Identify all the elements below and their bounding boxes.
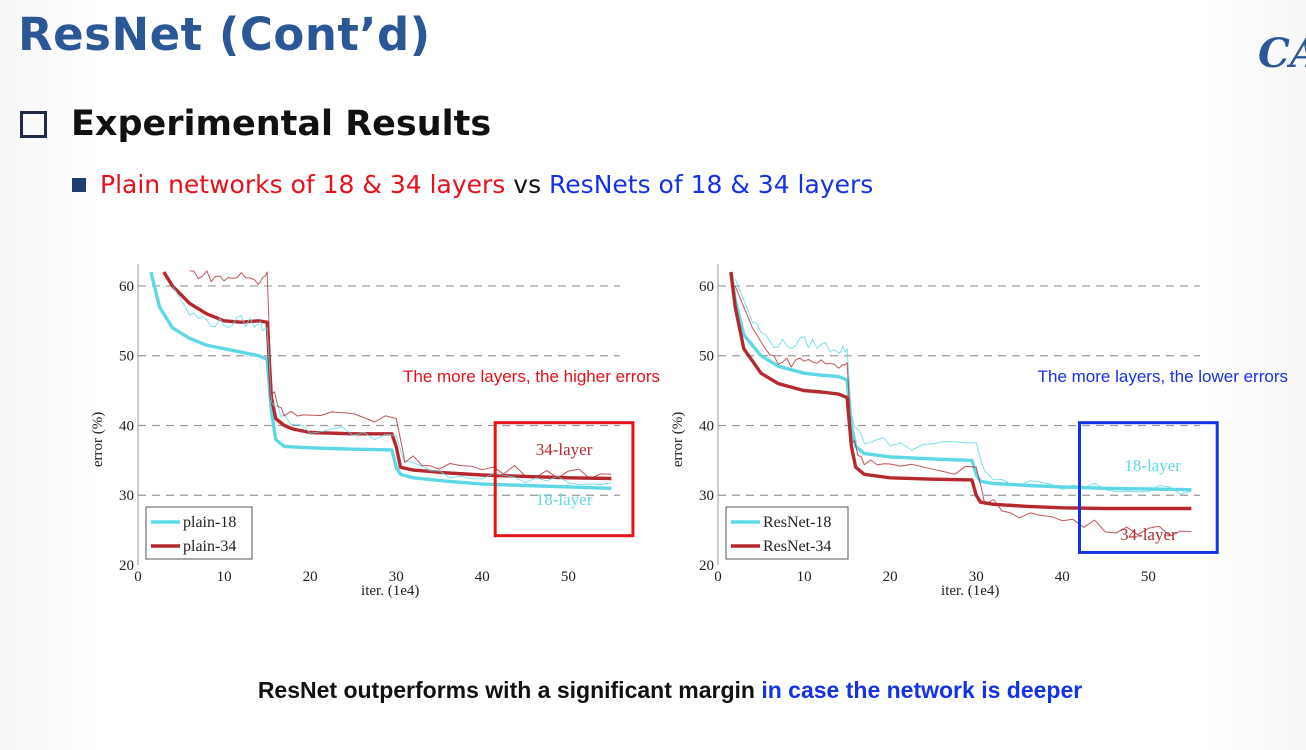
series-line-plain-18: [149, 271, 612, 490]
series-line-resnet-34: [729, 271, 1192, 511]
x-axis-label: iter. (1e4): [361, 583, 419, 599]
series-line-plain-34: [162, 271, 612, 481]
y-tick-label: 40: [119, 418, 134, 434]
legend-label: plain-18: [183, 514, 236, 531]
curve-label: 18-layer: [536, 490, 593, 509]
series-line-resnet-34-train: [734, 285, 1192, 537]
conclusion: ResNet outperforms with a significant ma…: [0, 677, 1306, 704]
curve-label: 34-layer: [536, 440, 593, 459]
y-tick-label: 60: [119, 279, 134, 295]
conclusion-highlight: in case the network is deeper: [761, 677, 1083, 703]
y-tick-label: 20: [699, 558, 714, 574]
x-axis-label: iter. (1e4): [941, 583, 999, 599]
chart-annotation: The more layers, the lower errors: [1038, 367, 1288, 386]
x-tick-label: 10: [217, 569, 232, 585]
legend-label: plain-34: [183, 538, 236, 555]
y-tick-label: 30: [699, 488, 714, 504]
legend-label: ResNet-34: [763, 538, 831, 555]
y-tick-label: 40: [699, 418, 714, 434]
section-heading-text: Experimental Results: [71, 104, 492, 144]
series-line-resnet-18-train: [734, 278, 1192, 495]
x-tick-label: 50: [1141, 569, 1156, 585]
x-tick-label: 30: [389, 569, 404, 585]
section-heading: Experimental Results: [20, 104, 491, 144]
resnet-chart: 20 30 40 50 60 0 10 20 30 40 50 iter. (1e4) error (%…: [670, 264, 1288, 599]
x-tick-label: 50: [561, 569, 576, 585]
x-tick-label: 0: [714, 569, 722, 585]
bullet-resnets: ResNets of 18 & 34 layers: [549, 170, 874, 199]
curve-label: 34-layer: [1120, 525, 1177, 544]
x-tick-label: 0: [134, 569, 142, 585]
y-tick-label: 60: [699, 279, 714, 295]
y-tick-label: 30: [119, 488, 134, 504]
highlight-box: [493, 421, 635, 538]
conclusion-text: ResNet outperforms with a significant ma…: [257, 677, 762, 703]
series-line-plain-18-train: [171, 285, 612, 486]
legend-label: ResNet-18: [763, 514, 831, 531]
x-tick-label: 20: [883, 569, 898, 585]
curve-label: 18-layer: [1124, 456, 1181, 475]
y-tick-label: 50: [119, 349, 134, 365]
university-logo: CA: [1258, 30, 1306, 77]
legend-box: [725, 506, 849, 560]
x-tick-label: 10: [797, 569, 812, 585]
slide-title: ResNet (Cont’d): [18, 8, 431, 61]
y-axis-label: error (%): [670, 412, 686, 467]
x-tick-label: 30: [969, 569, 984, 585]
x-tick-label: 20: [303, 569, 318, 585]
checkbox-bullet-icon: [20, 110, 47, 138]
x-tick-label: 40: [475, 569, 490, 585]
y-tick-label: 20: [119, 558, 134, 574]
chart-annotation: The more layers, the higher errors: [403, 367, 660, 386]
series-line-resnet-18: [729, 271, 1192, 492]
legend-box: [145, 506, 253, 560]
y-tick-label: 50: [699, 349, 714, 365]
y-axis-label: error (%): [90, 412, 106, 467]
bullet-line: Plain networks of 18 & 34 layers vs ResN…: [72, 170, 873, 199]
square-bullet-icon: [72, 177, 86, 192]
x-tick-label: 40: [1055, 569, 1070, 585]
bullet-plain-networks: Plain networks of 18 & 34 layers: [100, 170, 506, 199]
highlight-box: [1078, 421, 1219, 554]
plain-networks-chart: 20 30 40 50 60 0 10 20 30 40 50 iter. (1e4) error (%…: [90, 264, 660, 599]
bullet-vs: vs: [505, 170, 550, 199]
